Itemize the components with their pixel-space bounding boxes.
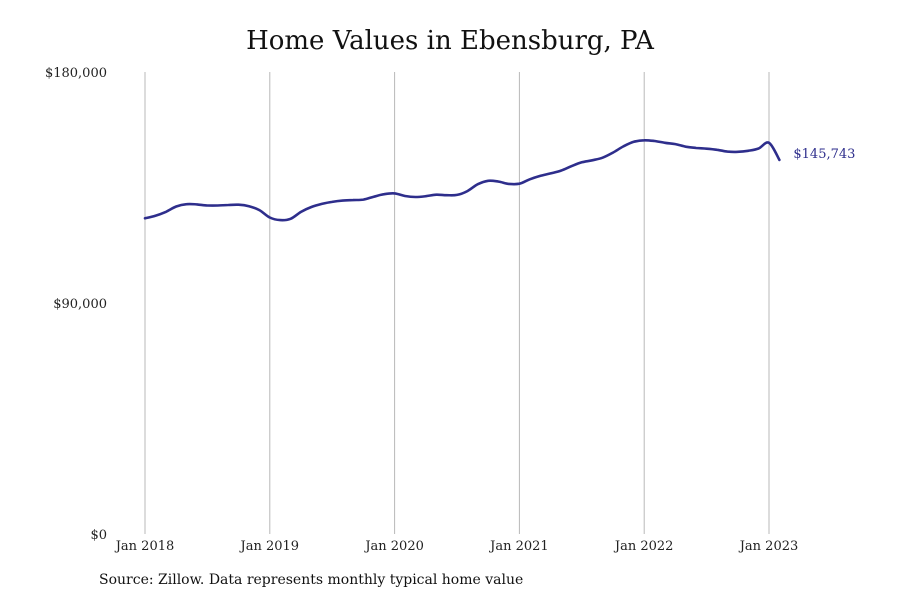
y-tick-label: $0 xyxy=(90,528,107,543)
chart-title: Home Values in Ebensburg, PA xyxy=(246,26,654,56)
x-tick-label: Jan 2020 xyxy=(363,539,424,554)
x-axis-ticks: Jan 2018 Jan 2019 Jan 2020 Jan 2021 Jan 2022… xyxy=(114,539,799,554)
y-axis-ticks: $0 $90,000 $180,000 xyxy=(45,66,107,543)
x-tick-label: Jan 2022 xyxy=(613,539,674,554)
source-note: Source: Zillow. Data represents monthly … xyxy=(99,572,524,588)
series-line xyxy=(143,138,781,222)
data-labels: $145,743 xyxy=(793,147,855,162)
x-tick-label: Jan 2018 xyxy=(114,539,175,554)
y-tick-label: $90,000 xyxy=(53,297,107,312)
x-tick-label: Jan 2021 xyxy=(488,539,549,554)
series-layer xyxy=(143,138,781,222)
x-tick-label: Jan 2019 xyxy=(239,539,300,554)
gridlines xyxy=(144,72,770,534)
last-value-label: $145,743 xyxy=(793,147,855,162)
y-tick-label: $180,000 xyxy=(45,66,107,81)
x-tick-label: Jan 2023 xyxy=(738,539,799,554)
